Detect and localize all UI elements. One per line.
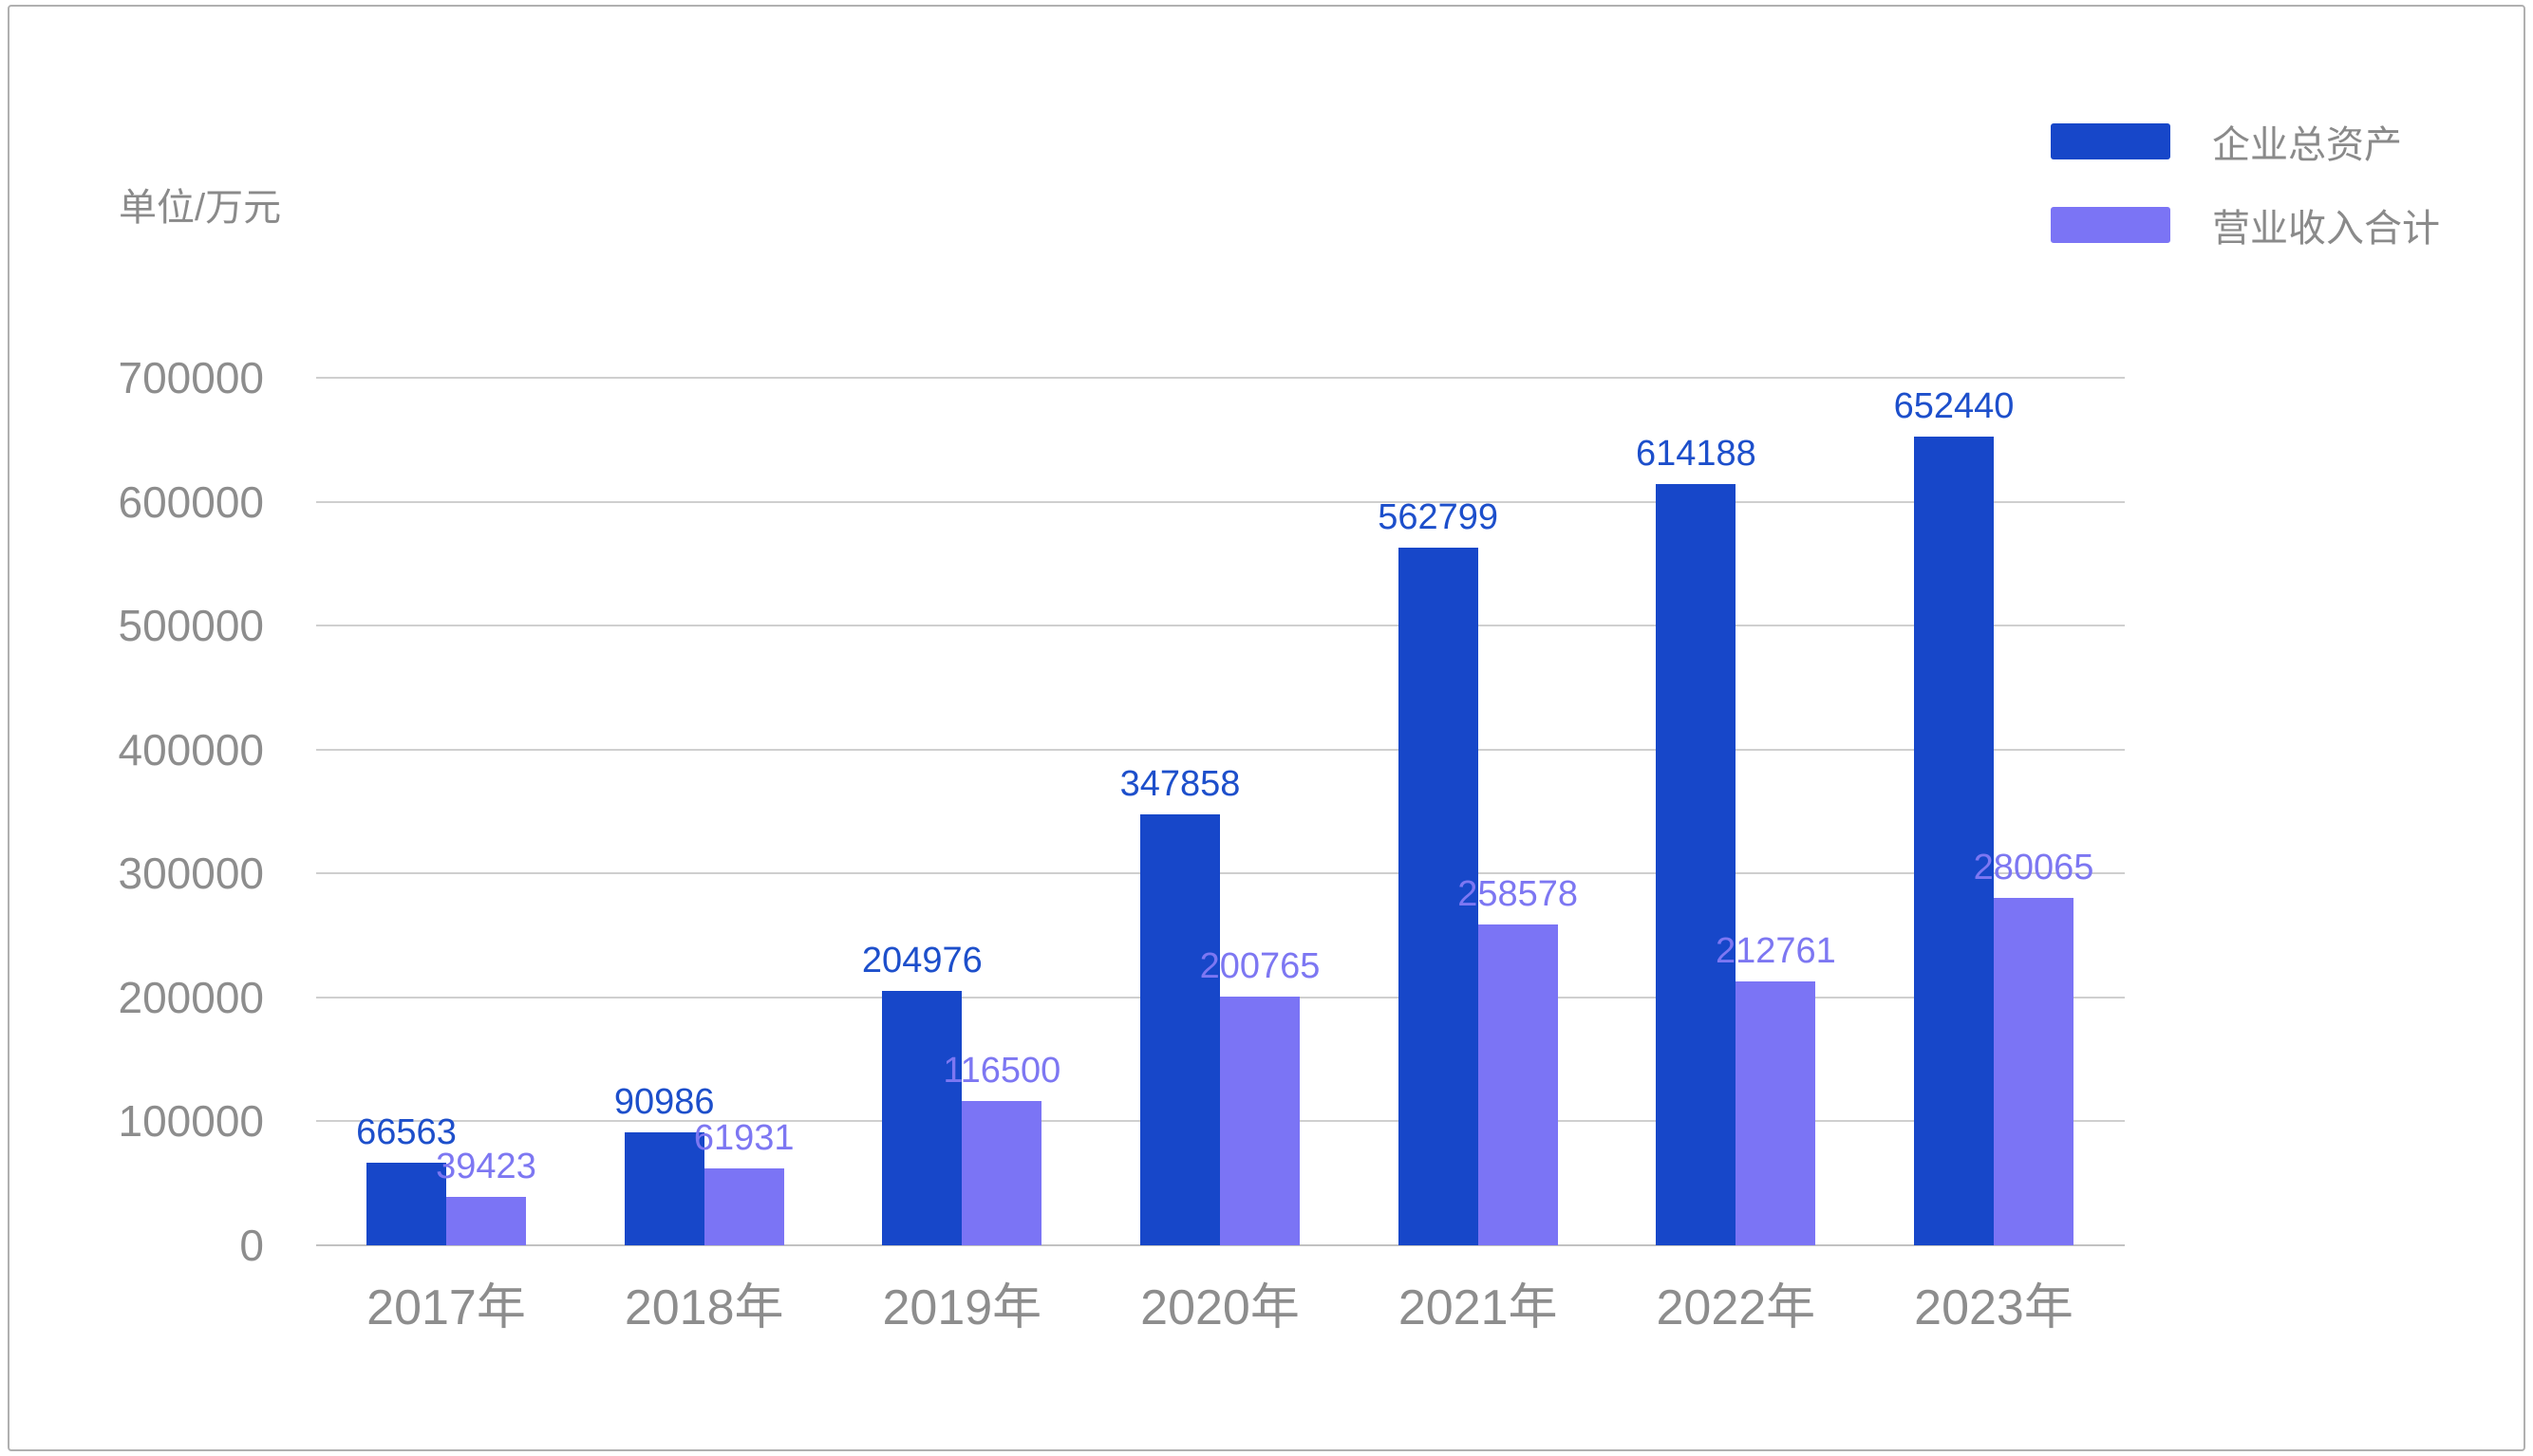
- y-tick-label: 400000: [118, 724, 265, 775]
- legend-swatch-icon: [2051, 123, 2170, 159]
- bar-value-label: 116500: [943, 1050, 1061, 1091]
- bar-total-assets-2020年[interactable]: [1140, 813, 1220, 1245]
- bar-revenue-2021年[interactable]: [1477, 924, 1558, 1245]
- bar-value-label: 204976: [861, 941, 983, 981]
- gridline: [316, 377, 2125, 379]
- x-axis-line: [316, 1244, 2125, 1246]
- bar-value-label: 614188: [1635, 434, 1756, 475]
- bar-value-label: 39423: [436, 1146, 536, 1186]
- bar-value-label: 562799: [1378, 497, 1499, 538]
- bar-total-assets-2018年[interactable]: [624, 1132, 704, 1245]
- bar-value-label: 280065: [1973, 848, 2094, 888]
- bar-revenue-2022年[interactable]: [1736, 981, 1816, 1245]
- x-axis-label: 2018年: [624, 1280, 784, 1335]
- y-tick-label: 0: [239, 1221, 264, 1270]
- x-axis-label: 2022年: [1656, 1280, 1816, 1335]
- y-tick-label: 700000: [118, 353, 265, 402]
- bar-total-assets-2017年[interactable]: [366, 1163, 446, 1245]
- x-axis-label: 2021年: [1398, 1280, 1558, 1335]
- bar-revenue-2023年[interactable]: [1994, 898, 2074, 1245]
- legend-label: 企业总资产: [2212, 124, 2402, 166]
- bar-value-label: 652440: [1893, 386, 2015, 427]
- legend: 企业总资产营业收入合计: [2051, 114, 2440, 252]
- bar-revenue-2020年[interactable]: [1220, 996, 1300, 1245]
- y-tick-label: 100000: [118, 1096, 265, 1147]
- y-tick-label: 300000: [118, 849, 265, 899]
- legend-item-revenue[interactable]: 营业收入合计: [2051, 197, 2440, 252]
- bar-value-label: 212761: [1715, 931, 1836, 972]
- bar-value-label: 66563: [356, 1112, 457, 1153]
- y-tick-label: 200000: [118, 972, 265, 1022]
- x-axis-label: 2019年: [882, 1280, 1042, 1335]
- gridline: [316, 500, 2125, 503]
- legend-swatch-icon: [2051, 207, 2170, 243]
- y-tick-label: 500000: [118, 601, 265, 651]
- y-tick-label: 600000: [118, 476, 265, 527]
- bar-total-assets-2019年[interactable]: [882, 991, 963, 1245]
- x-axis-label: 2023年: [1914, 1280, 2073, 1335]
- bar-total-assets-2022年[interactable]: [1656, 484, 1736, 1245]
- bar-total-assets-2023年[interactable]: [1914, 437, 1995, 1245]
- bar-revenue-2019年[interactable]: [962, 1100, 1042, 1245]
- x-axis-label: 2017年: [366, 1280, 526, 1335]
- x-axis-label: 2020年: [1140, 1280, 1300, 1335]
- bar-revenue-2018年[interactable]: [704, 1168, 784, 1245]
- legend-item-total-assets[interactable]: 企业总资产: [2051, 114, 2440, 169]
- bar-value-label: 61931: [693, 1118, 795, 1159]
- gridline: [316, 625, 2125, 627]
- gridline: [316, 748, 2125, 751]
- bar-value-label: 200765: [1199, 945, 1321, 986]
- bar-value-label: 90986: [613, 1082, 715, 1123]
- bar-total-assets-2021年[interactable]: [1398, 548, 1478, 1245]
- gridline: [316, 872, 2125, 875]
- bar-value-label: 258578: [1457, 874, 1579, 915]
- bar-value-label: 347858: [1119, 763, 1241, 804]
- y-axis-unit-label: 单位/万元: [119, 187, 282, 229]
- bar-revenue-2017年[interactable]: [446, 1196, 526, 1245]
- legend-label: 营业收入合计: [2212, 208, 2440, 250]
